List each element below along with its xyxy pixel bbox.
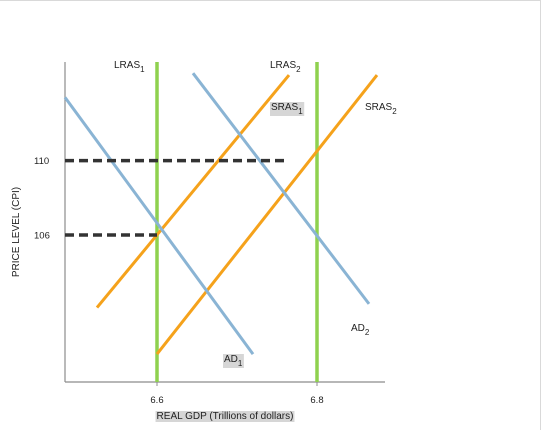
sras1-label: SRAS1 [271,102,303,116]
ad1-label: AD1 [224,354,243,368]
ad1-label-highlight [223,354,244,368]
sras2-label-main: SRAS [365,102,393,113]
y-tick-label: 106 [34,231,50,242]
ad2-label-subscript: 2 [365,328,370,337]
y-axis-title: PRICE LEVEL (CPI) [11,187,22,277]
ad1-line [63,96,255,355]
ad1-label-main: AD [224,354,238,365]
lras2-label: LRAS2 [270,60,301,74]
lras1-label-subscript: 1 [140,65,145,74]
sras1-label-highlight [270,102,305,116]
sras2-label-subscript: 2 [392,107,397,116]
lras1-label-main: LRAS [114,60,140,71]
sras2-label: SRAS2 [365,102,397,116]
ad2-label-main: AD [351,323,365,334]
lras2-label-main: LRAS [270,60,296,71]
sras1-line [95,74,291,309]
lras1-label: LRAS1 [114,60,145,74]
x-tick-label: 6.6 [150,395,163,406]
y-tick-label: 110 [34,156,49,167]
x-tick-label: 6.8 [310,395,323,406]
sras2-line [155,74,379,356]
sras1-label-subscript: 1 [298,107,303,116]
x-axis-title: REAL GDP (Trillions of dollars) [157,411,294,422]
ad1-label-subscript: 1 [238,359,243,368]
ad2-line [191,72,371,305]
sras1-label-main: SRAS [271,102,299,113]
x-axis-title-highlight [155,411,295,422]
lras2-label-subscript: 2 [296,65,301,74]
ad2-label: AD2 [351,323,370,337]
frame-border [0,0,541,430]
